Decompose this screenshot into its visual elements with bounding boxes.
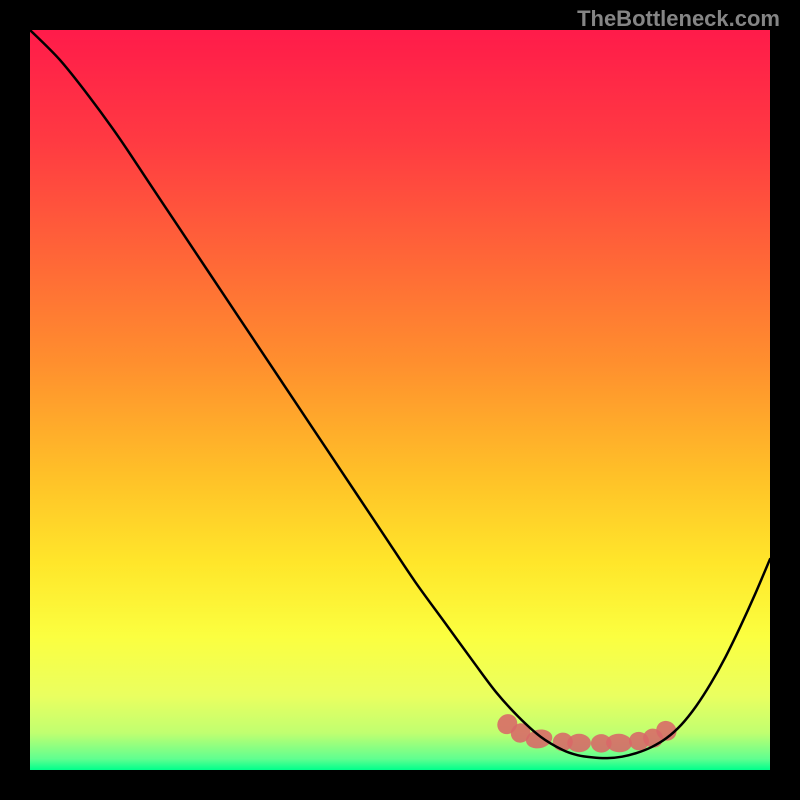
plot-area: [30, 30, 770, 770]
chart-lines: [30, 30, 770, 770]
watermark-text: TheBottleneck.com: [577, 6, 780, 32]
main-curve: [30, 30, 770, 758]
chart-container: TheBottleneck.com: [0, 0, 800, 800]
